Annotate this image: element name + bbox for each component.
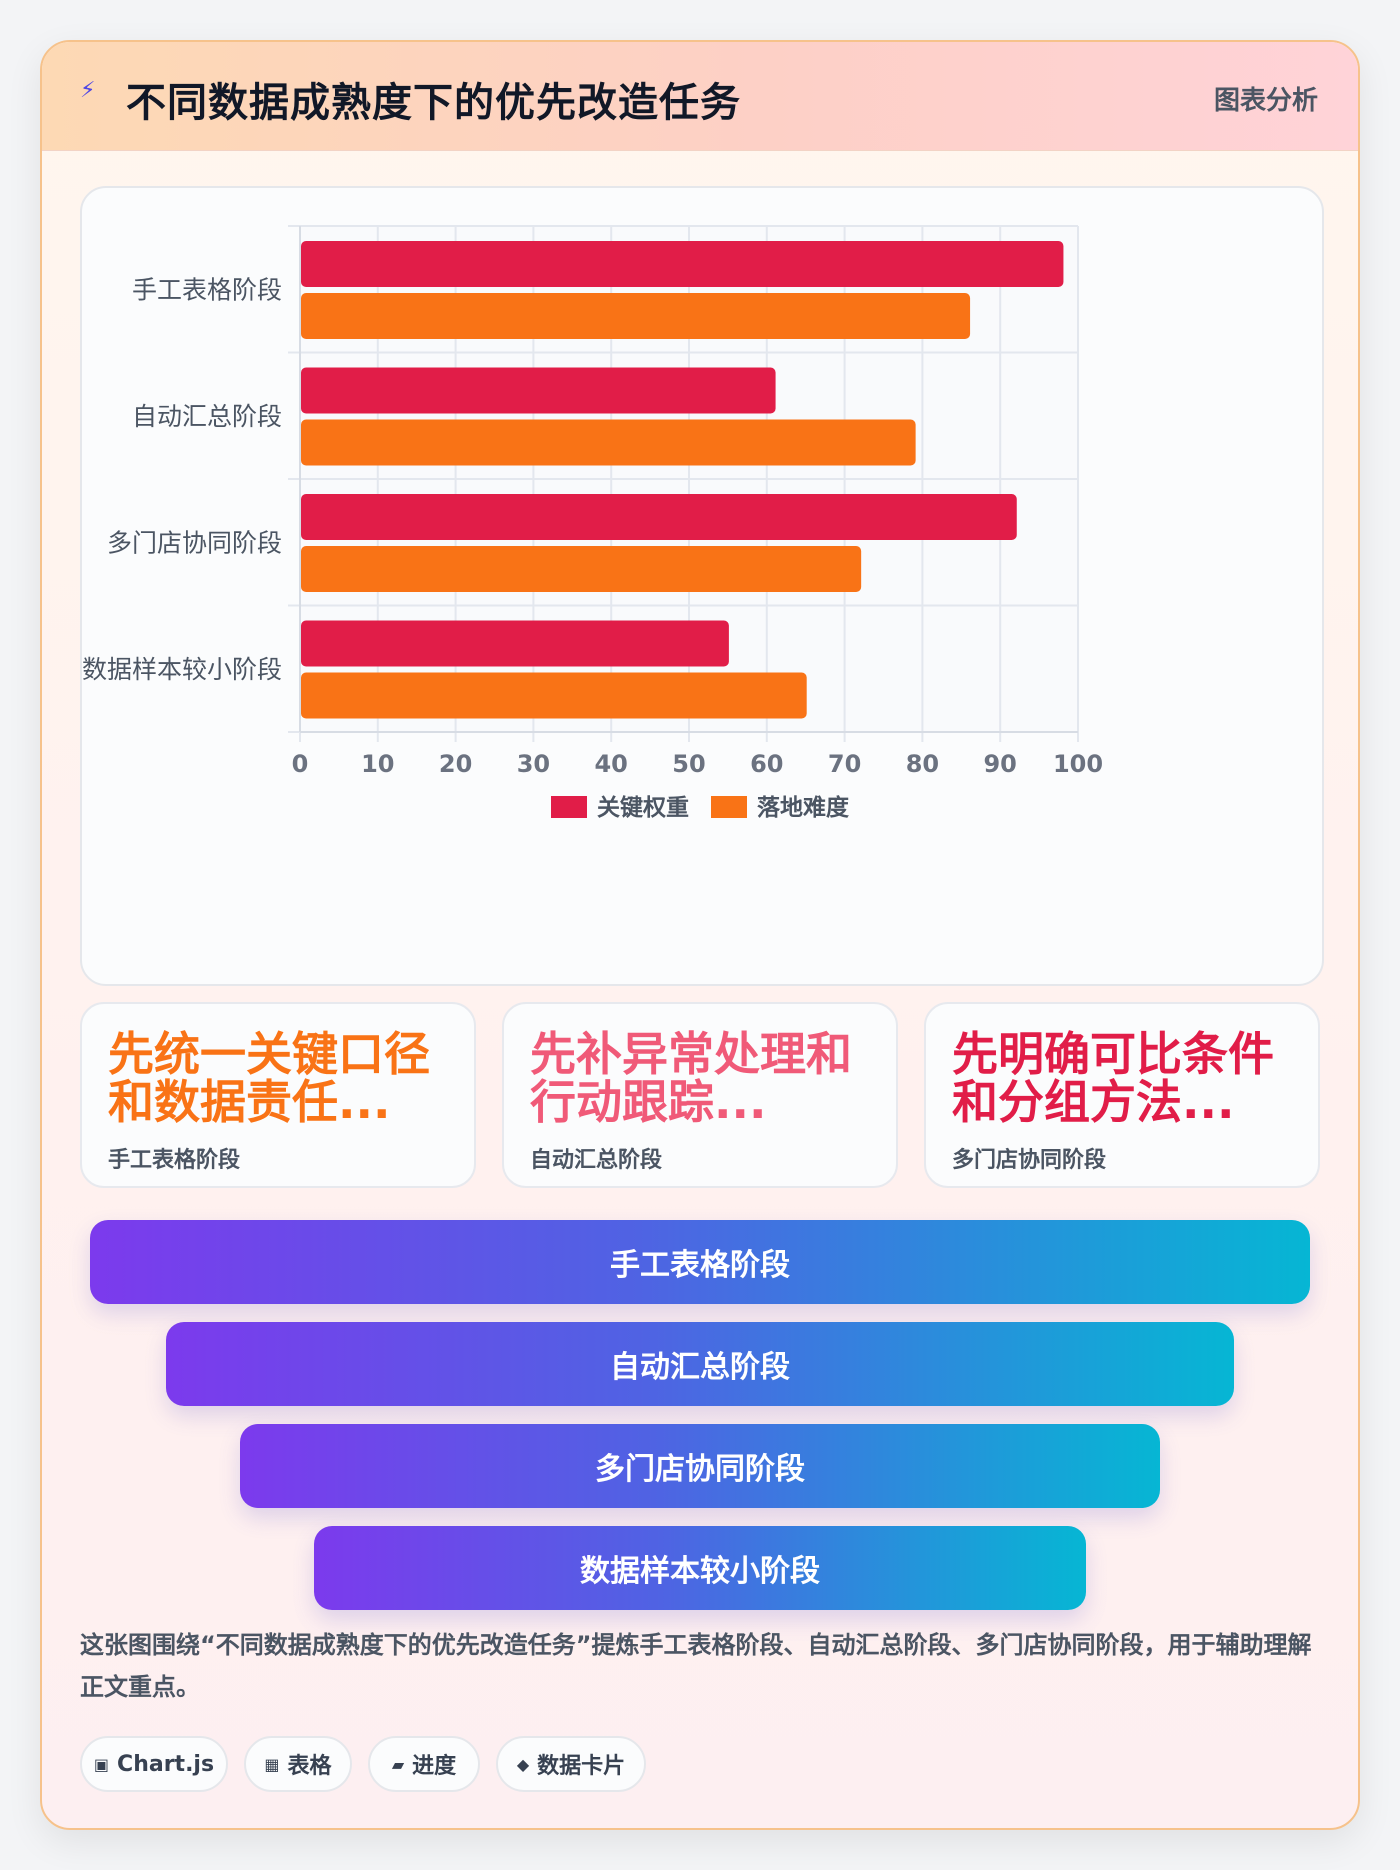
summary-text: 这张图围绕“不同数据成熟度下的优先改造任务”提炼手工表格阶段、自动汇总阶段、多门… <box>80 1631 1312 1701</box>
legend-swatch <box>711 796 747 818</box>
tip-card-1: 先统一关键口径和数据责任... 手工表格阶段 <box>80 1002 476 1188</box>
legend-swatch <box>551 796 587 818</box>
y-category-label: 自动汇总阶段 <box>132 402 282 431</box>
tip-card-2: 先补异常处理和行动跟踪... 自动汇总阶段 <box>502 1002 898 1188</box>
bar <box>301 419 916 466</box>
bar <box>301 672 807 719</box>
bar <box>301 546 862 592</box>
bar <box>301 620 729 667</box>
legend-label: 落地难度 <box>757 794 850 821</box>
tip-headline: 先补异常处理和行动跟踪... <box>530 1027 852 1129</box>
chip-progress[interactable]: ▰ 进度 <box>368 1736 480 1792</box>
y-category-label: 多门店协同阶段 <box>107 528 282 557</box>
progress-icon: ▰ <box>391 1754 405 1774</box>
page-title: 不同数据成熟度下的优先改造任务 <box>126 80 741 126</box>
x-tick-label: 100 <box>1053 750 1103 778</box>
bar-chart: 0 10 20 30 40 50 60 70 80 90 100 手工表格阶段自动汇总阶段多门店协同阶… <box>82 225 1103 821</box>
chip-chartjs[interactable]: ▣ Chart.js <box>80 1736 228 1792</box>
chip-label: 进度 <box>412 1754 457 1779</box>
x-tick-label: 70 <box>828 750 861 778</box>
chart-analysis-tag: 图表分析 <box>1213 86 1318 116</box>
x-tick-label: 20 <box>439 750 472 778</box>
x-tick-label: 50 <box>672 750 705 778</box>
tip-headline: 先统一关键口径和数据责任... <box>108 1027 430 1129</box>
y-category-label: 手工表格阶段 <box>132 275 282 304</box>
diamond-icon: ◆ <box>516 1754 530 1774</box>
funnel-stage-4: 数据样本较小阶段 <box>314 1526 1086 1610</box>
chip-label: Chart.js <box>117 1751 215 1777</box>
x-tick-label: 0 <box>292 750 309 778</box>
infographic-card: ⚡ 不同数据成熟度下的优先改造任务 图表分析 0 10 20 30 40 50 60 70 80… <box>40 40 1360 1830</box>
y-category-label: 数据样本较小阶段 <box>82 655 282 684</box>
chip-table[interactable]: ▦ 表格 <box>244 1736 352 1792</box>
chart-icon: ▣ <box>93 1754 110 1774</box>
tip-stage: 自动汇总阶段 <box>530 1148 663 1173</box>
tip-card-3: 先明确可比条件和分组方法... 多门店协同阶段 <box>924 1002 1320 1188</box>
chip-label: 数据卡片 <box>537 1754 626 1779</box>
x-tick-label: 90 <box>983 750 1016 778</box>
chip-label: 表格 <box>287 1754 332 1779</box>
tip-stage: 多门店协同阶段 <box>952 1148 1107 1173</box>
x-tick-label: 30 <box>517 750 550 778</box>
tip-stage: 手工表格阶段 <box>108 1148 241 1173</box>
table-icon: ▦ <box>264 1754 280 1774</box>
chart-panel: 0 10 20 30 40 50 60 70 80 90 100 手工表格阶段 自动汇总阶段多门店协同阶… <box>80 186 1324 986</box>
tip-headline: 先明确可比条件和分组方法... <box>952 1027 1274 1129</box>
funnel-stage-2: 自动汇总阶段 <box>166 1322 1234 1406</box>
funnel-stage-3: 多门店协同阶段 <box>240 1424 1160 1508</box>
x-tick-label: 80 <box>906 750 939 778</box>
bar <box>301 241 1064 287</box>
legend-label: 关键权重 <box>597 794 689 821</box>
card-header: ⚡ 不同数据成熟度下的优先改造任务 图表分析 <box>42 42 1358 151</box>
funnel-stage-1: 手工表格阶段 <box>90 1220 1310 1304</box>
bar <box>301 293 971 339</box>
lightning-icon: ⚡ <box>80 78 96 103</box>
x-tick-label: 40 <box>594 750 627 778</box>
x-tick-label: 10 <box>361 750 394 778</box>
bar <box>301 494 1017 540</box>
bar <box>301 367 776 414</box>
x-tick-label: 60 <box>750 750 783 778</box>
chip-data-card[interactable]: ◆ 数据卡片 <box>496 1736 646 1792</box>
